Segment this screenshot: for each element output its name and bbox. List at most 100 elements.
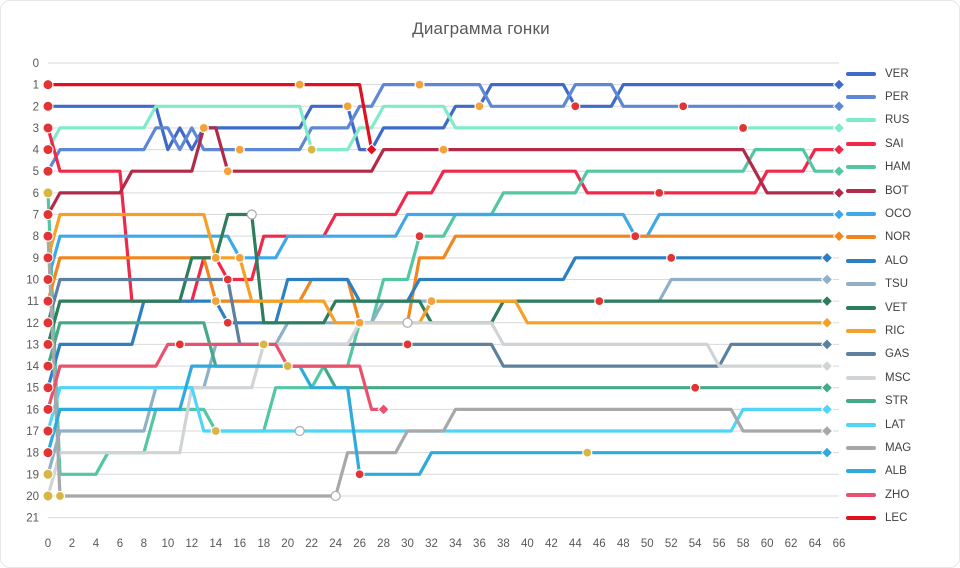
legend-swatch-LAT — [846, 422, 876, 427]
end-marker-STR — [820, 381, 834, 394]
legend-label-MSC: MSC — [885, 371, 911, 384]
legend-label-OCO: OCO — [885, 208, 912, 221]
x-tick-label: 48 — [617, 538, 630, 550]
markers-VER — [42, 78, 846, 134]
series-line-ZHO — [46, 342, 386, 411]
start-marker-LAT — [42, 425, 54, 437]
pitstop-marker-PER — [678, 101, 689, 112]
end-marker-ZHO — [377, 403, 390, 416]
markers-STR — [42, 360, 834, 394]
series-line-HAM — [46, 148, 841, 476]
pitstop-marker-RUS — [306, 144, 317, 155]
pitstop-marker-ALO — [666, 252, 677, 263]
end-marker-SAI — [832, 143, 846, 156]
legend-item-LEC: LEC — [846, 506, 956, 529]
legend-item-VET: VET — [846, 296, 956, 319]
legend-swatch-RUS — [846, 118, 876, 123]
markers-LAT — [42, 403, 834, 437]
y-tick-label: 19 — [26, 469, 39, 481]
legend-swatch-RIC — [846, 328, 876, 333]
start-marker-MAG — [42, 230, 54, 242]
start-marker-SAI — [42, 122, 54, 134]
legend-swatch-VER — [846, 71, 876, 76]
legend-item-VER: VER — [846, 62, 956, 85]
legend-label-LAT: LAT — [885, 418, 906, 431]
markers-ALB — [42, 446, 834, 480]
end-marker-OCO — [832, 208, 846, 221]
x-tick-label: 64 — [809, 538, 822, 550]
x-tick-label: 22 — [305, 538, 318, 550]
legend-label-ALO: ALO — [885, 254, 909, 267]
legend-swatch-MSC — [846, 375, 876, 380]
pitstop-marker-VER — [570, 101, 581, 112]
legend-label-RIC: RIC — [885, 324, 905, 337]
start-marker-ALB — [42, 447, 54, 459]
start-marker-VER — [42, 100, 54, 112]
x-tick-label: 38 — [497, 538, 510, 550]
legend-swatch-VET — [846, 305, 876, 310]
y-tick-label: 0 — [33, 58, 39, 70]
x-tick-label: 44 — [569, 538, 582, 550]
x-tick-label: 46 — [593, 538, 606, 550]
start-marker-MSC — [42, 490, 54, 502]
legend-item-MAG: MAG — [846, 436, 956, 459]
legend-item-ALB: ALB — [846, 460, 956, 483]
markers-ALO — [42, 251, 834, 394]
y-tick-label: 3 — [33, 123, 39, 135]
series-line-LAT — [46, 386, 829, 433]
pitstop-marker-STR — [282, 360, 293, 372]
markers-BOT — [42, 144, 846, 221]
y-tick-label: 7 — [33, 210, 39, 222]
x-tick-label: 28 — [377, 538, 390, 550]
legend-item-NOR: NOR — [846, 226, 956, 249]
start-marker-STR — [42, 360, 54, 372]
start-marker-OCO — [42, 273, 54, 285]
x-tick-label: 14 — [209, 538, 222, 550]
pitstop-marker-TSU — [594, 296, 605, 307]
legend-label-ALB: ALB — [885, 465, 907, 478]
y-tick-label: 12 — [26, 318, 39, 330]
legend-label-RUS: RUS — [885, 114, 910, 127]
chart-legend: VER PER RUS SAI HAM BOT OCO NOR ALO TSU VET RIC GAS M… — [846, 62, 956, 530]
end-marker-RIC — [820, 316, 834, 329]
x-tick-label: 34 — [449, 538, 462, 550]
pitstop-marker-BOT — [222, 166, 233, 177]
legend-item-RIC: RIC — [846, 319, 956, 342]
y-tick-label: 1 — [33, 80, 39, 92]
legend-swatch-ALB — [846, 469, 876, 474]
legend-item-STR: STR — [846, 389, 956, 412]
markers-PER — [42, 79, 846, 177]
pitstop-marker-VET — [246, 209, 257, 220]
y-tick-label: 17 — [26, 426, 39, 438]
legend-item-ZHO: ZHO — [846, 483, 956, 506]
legend-swatch-STR — [846, 399, 876, 404]
series-line-MAG — [46, 234, 829, 498]
pitstop-marker-ALB — [582, 447, 593, 458]
start-marker-RUS — [42, 144, 54, 156]
end-marker-GAS — [820, 338, 834, 351]
pitstop-marker-RIC — [210, 252, 221, 263]
series-line-RUS — [46, 104, 841, 152]
start-marker-NOR — [42, 295, 54, 307]
markers-RUS — [42, 121, 846, 156]
legend-label-TSU: TSU — [885, 278, 908, 291]
x-tick-label: 56 — [713, 538, 726, 550]
pitstop-marker-STR — [690, 382, 701, 393]
legend-item-LAT: LAT — [846, 413, 956, 436]
chart-title: Диаграмма гонки — [412, 19, 550, 38]
markers-RIC — [42, 252, 834, 329]
series-line-TSU — [46, 277, 829, 476]
start-marker-RIC — [42, 252, 54, 264]
y-tick-label: 18 — [26, 448, 39, 460]
x-tick-label: 36 — [473, 538, 486, 550]
markers-NOR — [42, 229, 846, 328]
y-tick-label: 16 — [26, 404, 39, 416]
y-tick-label: 15 — [26, 383, 39, 395]
y-tick-label: 11 — [27, 296, 39, 308]
legend-swatch-TSU — [846, 282, 876, 287]
legend-item-OCO: OCO — [846, 202, 956, 225]
gridlines — [48, 62, 839, 519]
y-tick-label: 2 — [33, 101, 39, 113]
